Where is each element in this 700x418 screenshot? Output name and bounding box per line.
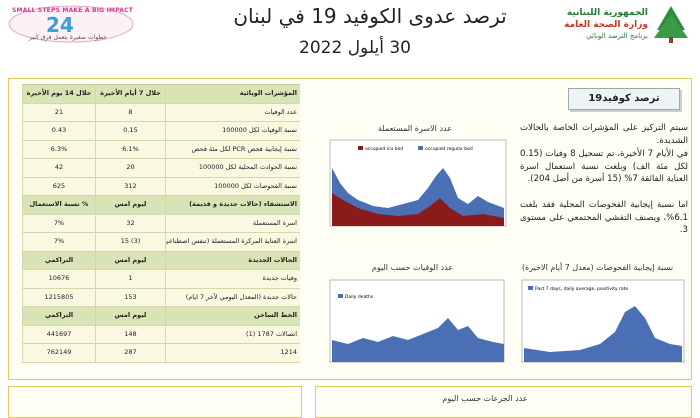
- table-cell: 1: [95, 270, 165, 289]
- table-cell: 20: [95, 159, 165, 178]
- table-cell: 1214: [165, 344, 300, 363]
- table-header-cell: خلال 7 أيام الأخيرة: [95, 85, 165, 104]
- table-cell: 153: [95, 288, 165, 307]
- table-cell: 10676: [22, 270, 95, 289]
- table-header-cell: المؤشرات الوبائية: [165, 85, 300, 104]
- table-cell: 441697: [22, 325, 95, 344]
- table-cell: نسبة الوفيات لكل 100000: [165, 122, 300, 141]
- cedar-emblem: [654, 6, 688, 43]
- legend-label: occupied icu bed: [365, 146, 403, 152]
- chart-title: عدد الجرعات حسب اليوم: [442, 394, 528, 403]
- legend-label: occupied regular bed: [425, 146, 473, 152]
- program: برنامج الترصد الوبائي: [586, 32, 648, 40]
- legend-label: Past 7 days, daily average, positivity r…: [535, 286, 628, 292]
- table-cell: عدد الوفيات: [165, 103, 300, 122]
- title: ترصد عدوى الكوفيد 19 في لبنان: [233, 4, 507, 28]
- table-header-cell: خلال 14 يوم الأخيرة: [22, 85, 95, 104]
- table-cell: 8: [95, 103, 165, 122]
- indicators-table: المؤشرات الوبائية خلال 7 أيام الأخيرة خلال…: [22, 84, 300, 363]
- slogan: SMALL STEPS MAKE A BIG IMPACT: [12, 7, 133, 14]
- table-cell: اتصالات 1787 (1): [165, 325, 300, 344]
- table-header-cell: % نسبة الاستعمال: [22, 196, 95, 215]
- table-header-cell: ليوم امس: [95, 307, 165, 326]
- ministry: وزارة الصحة العامة: [564, 20, 648, 30]
- table-cell: وفيات جديدة: [165, 270, 300, 289]
- table-header-cell: الخط الساخن: [165, 307, 300, 326]
- table-cell: 625: [22, 177, 95, 196]
- table-cell: 148: [95, 325, 165, 344]
- beds-chart: occupied icu bed occupied regular bed: [329, 139, 507, 227]
- table-header-cell: التراكمي: [22, 307, 95, 326]
- table-cell: 312: [95, 177, 165, 196]
- logo: [6, 4, 136, 44]
- table-header-cell: الحالات الجديدة: [165, 251, 300, 270]
- summary-title: ترصد كوفيد19: [568, 88, 680, 110]
- table-cell: 42: [22, 159, 95, 178]
- table-cell: نسبة الفحوصات لكل 100000: [165, 177, 300, 196]
- page: {"header": { "logo_left": {"slogan": "SM…: [6, 4, 692, 418]
- table-header-cell: التراكمي: [22, 251, 95, 270]
- table-header-cell: ليوم امس: [95, 196, 165, 215]
- table-cell: 7%: [22, 233, 95, 252]
- table-cell: 0.43: [22, 122, 95, 141]
- table-cell: اسرة المستعملة: [165, 214, 300, 233]
- positivity-chart: Past 7 days, daily average, positivity r…: [521, 279, 685, 363]
- table-cell: حالات جديدة (المعدل اليومي لآخر 7 ايام): [165, 288, 300, 307]
- table-cell: 7%: [22, 214, 95, 233]
- table-cell: نسبة إيجابية فحص PCR لكل مئة فحص: [165, 140, 300, 159]
- logo-number: 24: [46, 13, 74, 37]
- table-cell: 762149: [22, 344, 95, 363]
- table-cell: 6.3%: [22, 140, 95, 159]
- bottom-table: [8, 386, 302, 418]
- table-cell: 21: [22, 103, 95, 122]
- chart-title: عدد الوفيات حسب اليوم: [371, 263, 454, 272]
- table-cell: 287: [95, 344, 165, 363]
- summary-paragraph: سيتم التركيز على المؤشرات الخاصة بالحالا…: [520, 123, 688, 146]
- summary-paragraph: في الأيام 7 الأخيرة، تم تسجيل 8 وفيات (0…: [520, 149, 688, 184]
- chart-title: نسبة إيجابية الفحوصات (معدل 7 أيام الاخي…: [521, 263, 674, 272]
- table-cell: 6.1%: [95, 140, 165, 159]
- table-cell: (3) 15: [95, 233, 165, 252]
- table-cell: 0.15: [95, 122, 165, 141]
- table-cell: نسبة الحوادث المحلية لكل 100000: [165, 159, 300, 178]
- tagline: خطوات صغيرة بتعمل فرق كبير: [29, 34, 107, 41]
- table-header-cell: الاستشفاء (حالات جديدة و قديمة): [165, 196, 300, 215]
- republic: الجمهورية اللبنانية: [566, 8, 648, 18]
- table-header-cell: ليوم امس: [95, 251, 165, 270]
- table-cell: 32: [95, 214, 165, 233]
- date: 30 أيلول 2022: [299, 38, 411, 58]
- legend-label: Daily deaths: [345, 294, 374, 300]
- summary-paragraph: اما نسبة إيجابية الفحوصات المحلية فقد بل…: [520, 200, 688, 235]
- logo-shape: [8, 5, 134, 43]
- chart-title: عدد الاسرة المستعملة: [378, 124, 452, 133]
- deaths-chart: Daily deaths: [329, 279, 505, 363]
- table-cell: اسرة العناية المركزة المستعملة (تنفس اصط…: [165, 233, 300, 252]
- table-cell: 1215805: [22, 288, 95, 307]
